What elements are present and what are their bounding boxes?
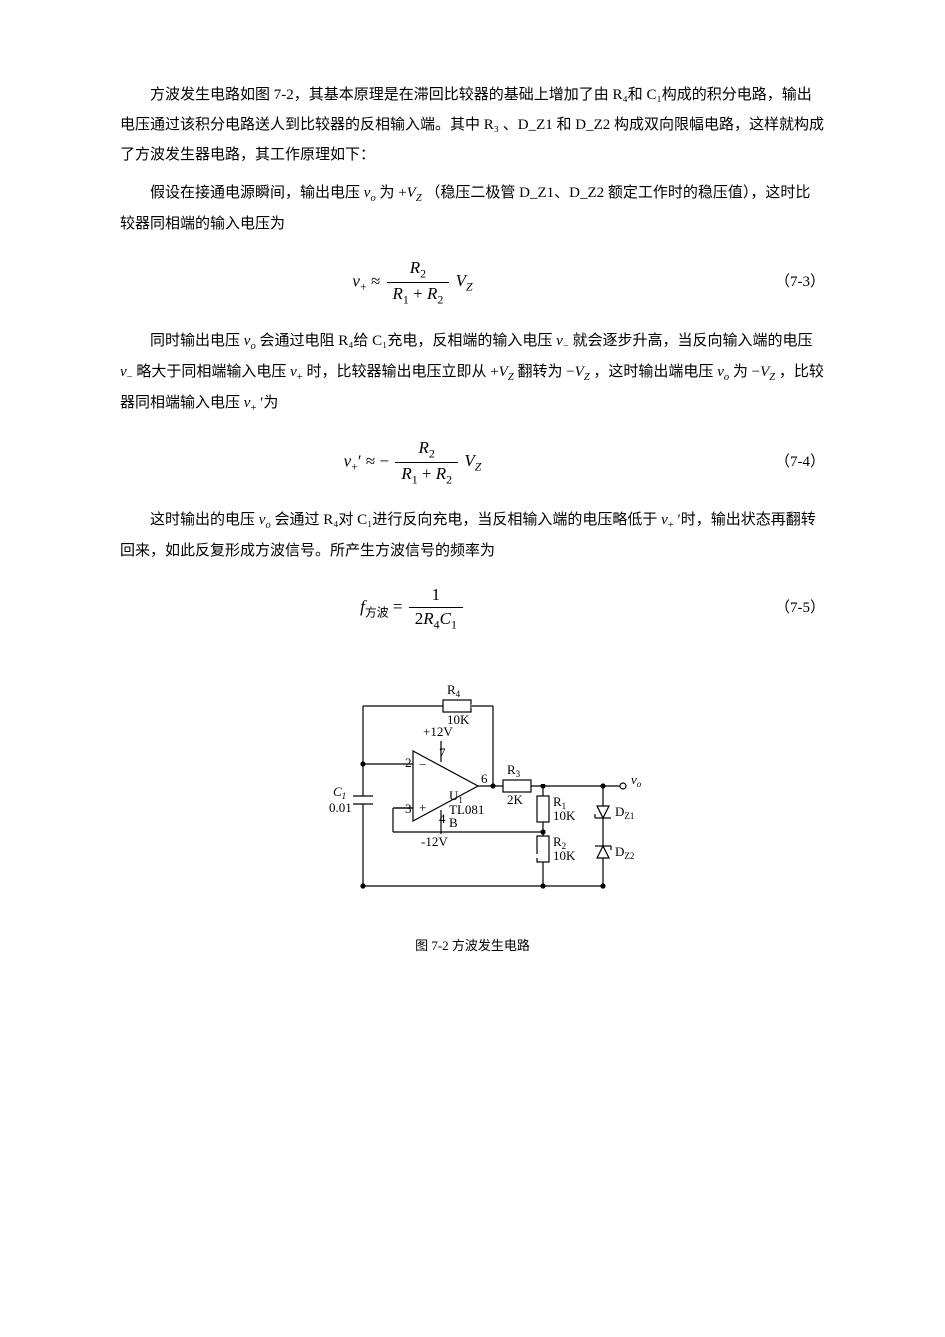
r3-label: R3 [507, 762, 521, 779]
circuit-svg: 2 3 7 4 6 − + U1 TL081 B +12V -12V R3 2K… [293, 656, 653, 916]
minus-label: − [419, 757, 426, 772]
p3c: 就会逐步升高，当反向输入端的电压 [573, 333, 813, 349]
r4-label: R4 [447, 682, 461, 699]
eq-num-7-4: （7-4） [705, 447, 825, 477]
r1-val: 10K [553, 808, 576, 823]
paragraph-2: 假设在接通电源瞬间，输出电压 vo 为 +VZ （稳压二极管 D_Z1、D_Z2… [120, 178, 825, 239]
r3-val: 2K [507, 792, 524, 807]
vneg-label: -12V [421, 834, 448, 849]
dz2-label: DZ2 [615, 844, 634, 861]
equation-7-4: v+′ ≈ − R2 R1 + R2 VZ （7-4） [120, 437, 825, 488]
paragraph-3: 同时输出电压 vo 会通过电阻 R₄给 C₁充电，反相端的输入电压 v− 就会逐… [120, 326, 825, 419]
p3j: ′为 [260, 395, 278, 411]
p3a: 同时输出电压 [150, 333, 240, 349]
p3h: 为 − [733, 364, 760, 380]
c1-val: 0.01 [329, 800, 352, 815]
p4b: 会通过 R₄对 C₁进行反向充电，当反相输入端的电压略低于 [274, 512, 657, 528]
eq-num-7-3: （7-3） [705, 267, 825, 297]
pin2-label: 2 [405, 755, 412, 770]
paragraph-4: 这时输出的电压 vo 会通过 R₄对 C₁进行反向充电，当反相输入端的电压略低于… [120, 505, 825, 566]
u1-suffix: B [449, 815, 458, 830]
figure-caption: 图 7-2 方波发生电路 [120, 933, 825, 959]
p4a: 这时输出的电压 [150, 512, 255, 528]
p3f: 翻转为 − [517, 364, 574, 380]
pin4-label: 4 [439, 811, 446, 826]
vo-label: vo [631, 772, 642, 789]
p2a: 假设在接通电源瞬间，输出电压 [150, 185, 360, 201]
pin7-label: 7 [439, 745, 446, 760]
p3e: 时，比较器输出电压立即从 + [306, 364, 498, 380]
eq-num-7-5: （7-5） [705, 593, 825, 623]
figure-7-2: 2 3 7 4 6 − + U1 TL081 B +12V -12V R3 2K… [120, 656, 825, 959]
p3b: 会通过电阻 R₄给 C₁充电，反相端的输入电压 [259, 333, 552, 349]
plus-label: + [419, 800, 426, 815]
r4-val: 10K [447, 712, 470, 727]
p3d: 略大于同相端输入电压 [136, 364, 286, 380]
dz1-label: DZ1 [615, 804, 634, 821]
c1-label: C1 [333, 784, 346, 801]
p2b: 为 + [379, 185, 406, 201]
paragraph-1: 方波发生电路如图 7-2，其基本原理是在滞回比较器的基础上增加了由 R₄和 C₁… [120, 80, 825, 170]
r2-val: 10K [553, 848, 576, 863]
p3g: ，这时输出端电压 [593, 364, 713, 380]
pin6-label: 6 [481, 771, 488, 786]
equation-7-3: v+ ≈ R2 R1 + R2 VZ （7-3） [120, 257, 825, 308]
equation-7-5: f方波 = 1 2R4C1 （7-5） [120, 584, 825, 632]
